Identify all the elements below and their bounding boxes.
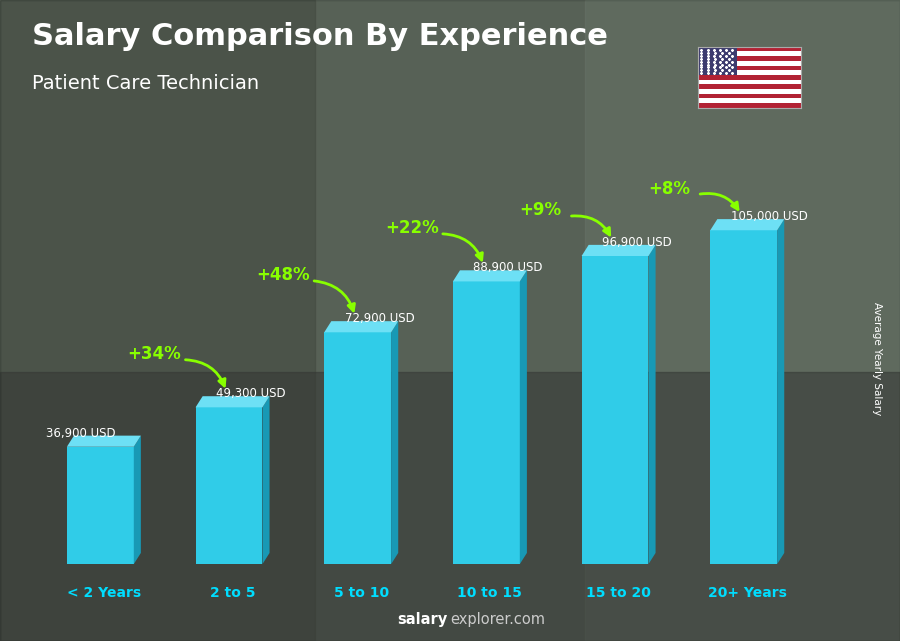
Polygon shape — [324, 321, 398, 332]
Polygon shape — [453, 281, 520, 564]
Bar — [698, 94, 801, 98]
Polygon shape — [392, 321, 398, 564]
Bar — [698, 56, 801, 61]
Text: 96,900 USD: 96,900 USD — [602, 236, 672, 249]
Text: +34%: +34% — [128, 345, 181, 363]
Polygon shape — [581, 245, 655, 256]
Bar — [698, 98, 801, 103]
Text: 10 to 15: 10 to 15 — [457, 586, 522, 600]
Bar — [698, 79, 801, 84]
Text: 105,000 USD: 105,000 USD — [731, 210, 807, 223]
Polygon shape — [67, 447, 134, 564]
Text: 49,300 USD: 49,300 USD — [216, 387, 286, 400]
Text: Patient Care Technician: Patient Care Technician — [32, 74, 258, 93]
Polygon shape — [520, 271, 526, 564]
Bar — [698, 75, 801, 79]
Text: Salary Comparison By Experience: Salary Comparison By Experience — [32, 22, 608, 51]
Text: 2 to 5: 2 to 5 — [210, 586, 256, 600]
Bar — [698, 65, 801, 71]
Polygon shape — [263, 396, 269, 564]
Text: 72,900 USD: 72,900 USD — [345, 312, 415, 325]
Bar — [698, 103, 801, 108]
Bar — [585, 0, 900, 641]
Polygon shape — [710, 230, 778, 564]
Polygon shape — [778, 219, 784, 564]
Text: < 2 Years: < 2 Years — [67, 586, 141, 600]
Bar — [698, 84, 801, 89]
Text: 15 to 20: 15 to 20 — [586, 586, 651, 600]
Bar — [698, 71, 801, 75]
Bar — [698, 89, 801, 94]
Bar — [698, 51, 801, 56]
Bar — [698, 61, 801, 65]
Text: +8%: +8% — [648, 179, 690, 197]
Bar — [0, 0, 315, 641]
Bar — [698, 47, 737, 75]
Polygon shape — [134, 436, 141, 564]
Polygon shape — [67, 436, 141, 447]
Polygon shape — [710, 219, 784, 230]
Text: 5 to 10: 5 to 10 — [334, 586, 389, 600]
Text: 36,900 USD: 36,900 USD — [46, 427, 116, 440]
Text: salary: salary — [397, 612, 447, 627]
Text: +9%: +9% — [519, 201, 562, 219]
Text: explorer.com: explorer.com — [450, 612, 545, 627]
Polygon shape — [453, 271, 526, 281]
Polygon shape — [649, 245, 655, 564]
Text: +48%: +48% — [256, 265, 310, 284]
Text: 88,900 USD: 88,900 USD — [473, 262, 543, 274]
Polygon shape — [195, 396, 269, 407]
Bar — [698, 47, 801, 51]
Text: Average Yearly Salary: Average Yearly Salary — [872, 303, 883, 415]
Text: +22%: +22% — [385, 219, 438, 237]
Polygon shape — [195, 407, 263, 564]
Text: 20+ Years: 20+ Years — [707, 586, 787, 600]
Polygon shape — [324, 332, 392, 564]
Polygon shape — [581, 256, 649, 564]
Bar — [0, 372, 900, 641]
